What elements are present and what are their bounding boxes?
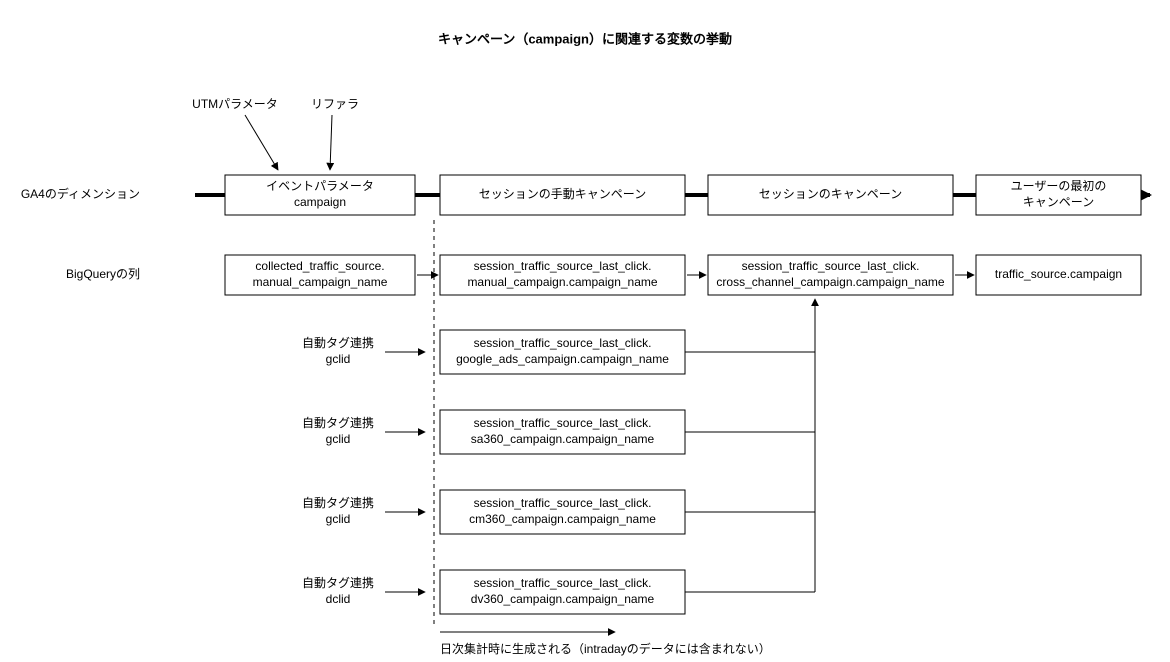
svg-text:sa360_campaign.campaign_name: sa360_campaign.campaign_name bbox=[471, 432, 655, 446]
svg-text:session_traffic_source_last_cl: session_traffic_source_last_click. bbox=[474, 336, 652, 350]
svg-text:manual_campaign_name: manual_campaign_name bbox=[253, 275, 388, 289]
footnote: 日次集計時に生成される（intradayのデータには含まれない） bbox=[440, 641, 771, 656]
svg-text:session_traffic_source_last_cl: session_traffic_source_last_click. bbox=[474, 496, 652, 510]
svg-text:ユーザーの最初の: ユーザーの最初の bbox=[1011, 179, 1107, 193]
autotag-lbl-1: 自動タグ連携 bbox=[302, 415, 374, 430]
svg-text:セッションの手動キャンペーン: セッションの手動キャンペーン bbox=[479, 187, 646, 201]
svg-text:collected_traffic_source.: collected_traffic_source. bbox=[255, 259, 384, 273]
diagram-canvas: キャンペーン（campaign）に関連する変数の挙動 UTMパラメータ リファラ GA… bbox=[0, 0, 1170, 662]
svg-text:cm360_campaign.campaign_name: cm360_campaign.campaign_name bbox=[469, 512, 656, 526]
autotag-lbl-0: 自動タグ連携 bbox=[302, 335, 374, 350]
svg-text:dclid: dclid bbox=[326, 592, 351, 606]
svg-text:gclid: gclid bbox=[326, 352, 351, 366]
autotag-lbl-3: 自動タグ連携 bbox=[302, 575, 374, 590]
svg-text:gclid: gclid bbox=[326, 432, 351, 446]
svg-text:session_traffic_source_last_cl: session_traffic_source_last_click. bbox=[474, 576, 652, 590]
bq-row-label: BigQueryの列 bbox=[66, 267, 140, 281]
utm-label: UTMパラメータ bbox=[192, 97, 278, 111]
svg-text:session_traffic_source_last_cl: session_traffic_source_last_click. bbox=[474, 416, 652, 430]
svg-text:イベントパラメータ: イベントパラメータ bbox=[266, 179, 374, 193]
svg-text:gclid: gclid bbox=[326, 512, 351, 526]
svg-text:campaign: campaign bbox=[294, 195, 346, 209]
ga4-row-label: GA4のディメンション bbox=[21, 186, 140, 201]
diagram-title: キャンペーン（campaign）に関連する変数の挙動 bbox=[438, 31, 732, 46]
svg-text:キャンペーン: キャンペーン bbox=[1023, 195, 1094, 209]
svg-text:cross_channel_campaign.campaig: cross_channel_campaign.campaign_name bbox=[716, 275, 944, 289]
svg-text:traffic_source.campaign: traffic_source.campaign bbox=[995, 267, 1122, 281]
svg-text:google_ads_campaign.campaign_n: google_ads_campaign.campaign_name bbox=[456, 352, 669, 366]
svg-text:dv360_campaign.campaign_name: dv360_campaign.campaign_name bbox=[471, 592, 655, 606]
svg-text:session_traffic_source_last_cl: session_traffic_source_last_click. bbox=[474, 259, 652, 273]
svg-text:manual_campaign.campaign_name: manual_campaign.campaign_name bbox=[467, 275, 657, 289]
svg-text:session_traffic_source_last_cl: session_traffic_source_last_click. bbox=[742, 259, 920, 273]
referrer-label: リファラ bbox=[311, 97, 359, 111]
autotag-lbl-2: 自動タグ連携 bbox=[302, 495, 374, 510]
svg-text:セッションのキャンペーン: セッションのキャンペーン bbox=[759, 187, 902, 201]
